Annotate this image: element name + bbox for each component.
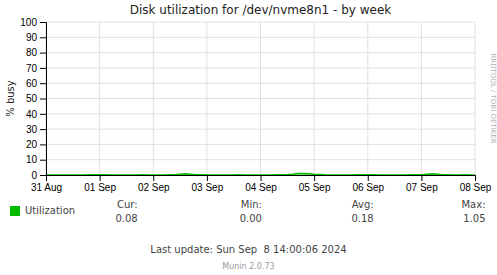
y-tick-mark [40, 22, 46, 23]
y-tick: 30 [26, 124, 46, 135]
stat-header: Max: [461, 199, 485, 210]
y-tick-mark [40, 129, 46, 130]
stat-header: Avg: [352, 199, 374, 210]
y-tick-mark [40, 68, 46, 69]
grid [46, 22, 475, 175]
legend-swatch [10, 206, 20, 216]
y-tick-label: 70 [26, 63, 38, 74]
x-tick-mark [314, 175, 315, 181]
x-tick-label: 05 Sep [299, 182, 331, 193]
y-tick-mark [40, 144, 46, 145]
y-tick-label: 100 [20, 17, 37, 28]
y-tick-mark [40, 53, 46, 54]
y-tick: 10 [26, 154, 46, 165]
y-tick-label: 50 [26, 93, 38, 104]
y-axis-line [40, 23, 47, 176]
title: Disk utilization for /dev/nvme8n1 - by w… [130, 3, 392, 17]
plot: 31 Aug 01 Sep 02 Sep 03 Sep 04 Sep 05 Sep 06 S… [20, 17, 491, 193]
y-tick-mark [40, 160, 46, 161]
x-tick: 01 Sep [84, 175, 116, 193]
stat-value: 0.08 [115, 213, 137, 224]
grid-line-x [421, 22, 422, 175]
x-tick: 07 Sep [406, 175, 438, 193]
grid-line-x [367, 22, 368, 175]
x-tick-mark [421, 175, 422, 181]
y-tick: 40 [26, 109, 46, 120]
watermark: RRDTOOL / TOBI OETIKER [489, 53, 497, 143]
x-tick-mark [368, 175, 369, 181]
stat-header: Min: [241, 199, 262, 210]
y-tick: 70 [26, 63, 46, 74]
y-tick: 100 [20, 17, 46, 28]
grid-line-x [206, 22, 207, 175]
y-tick: 0 [31, 170, 46, 181]
y-tick-mark [40, 83, 46, 84]
line [46, 173, 475, 175]
y-tick-mark [40, 99, 46, 100]
y-tick: 90 [26, 32, 46, 43]
y-tick-mark [40, 37, 46, 38]
y-tick: 50 [26, 93, 46, 104]
x-tick-label: 08 Sep [460, 182, 492, 193]
y-label: % busy [5, 80, 16, 117]
x-tick-label: 06 Sep [352, 182, 384, 193]
x-tick-mark [153, 175, 154, 181]
chart: 31 Aug 01 Sep 02 Sep 03 Sep 04 Sep 05 Sep 06 S… [0, 0, 497, 275]
marks [46, 173, 475, 175]
y-tick: 80 [26, 47, 46, 58]
x-tick: 02 Sep [138, 175, 170, 193]
x-tick-mark [475, 175, 476, 181]
y-tick-mark [40, 175, 46, 176]
last-update: Last update: Sun Sep 8 14:00:06 2024 [150, 244, 346, 255]
x-tick-label: 07 Sep [406, 182, 438, 193]
grid-line-x [314, 22, 315, 175]
x-tick-mark [100, 175, 101, 181]
grid-line-x [475, 22, 476, 175]
x-tick-label: 31 Aug [31, 182, 62, 193]
grid-line-x [260, 22, 261, 175]
x-tick: 05 Sep [299, 175, 331, 193]
y-tick-mark [40, 114, 46, 115]
x-tick-mark [261, 175, 262, 181]
y-tick-label: 10 [26, 154, 38, 165]
annotations: Cur: 0.08 Min: 0.00 Avg: 0.18 Max: 1.05 Last upd… [115, 53, 497, 271]
y-tick-label: 20 [26, 139, 38, 150]
y-tick-label: 0 [31, 170, 37, 181]
x-tick-mark [207, 175, 208, 181]
y-tick: 20 [26, 139, 46, 150]
x-axis: 31 Aug 01 Sep 02 Sep 03 Sep 04 Sep 05 Sep 06 S… [31, 175, 492, 193]
y-tick-label: 60 [26, 78, 38, 89]
stat-value: 0.18 [351, 213, 373, 224]
y-tick-label: 90 [26, 32, 38, 43]
x-tick: 04 Sep [245, 175, 277, 193]
x-tick: 06 Sep [352, 175, 384, 193]
x-tick-label: 01 Sep [84, 182, 116, 193]
y-tick-label: 40 [26, 109, 38, 120]
y-axis: 0 10 20 30 40 50 60 70 80 90 100 [20, 17, 46, 181]
y-tick: 60 [26, 78, 46, 89]
x-tick-label: 02 Sep [138, 182, 170, 193]
grid-line-x [99, 22, 100, 175]
x-tick: 08 Sep [460, 175, 492, 193]
y-tick-label: 80 [26, 47, 38, 58]
x-tick-label: 03 Sep [192, 182, 224, 193]
legend-label: Utilization [25, 205, 75, 216]
stat-header: Cur: [117, 199, 138, 210]
x-tick-label: 04 Sep [245, 182, 277, 193]
legend: Utilization [10, 205, 75, 216]
stat-value: 0.00 [240, 213, 262, 224]
version: Munin 2.0.73 [222, 262, 274, 271]
grid-line-x [153, 22, 154, 175]
stat-value: 1.05 [463, 213, 485, 224]
area [46, 173, 475, 175]
y-tick-label: 30 [26, 124, 38, 135]
x-tick: 03 Sep [192, 175, 224, 193]
x-axis-line [47, 176, 476, 182]
